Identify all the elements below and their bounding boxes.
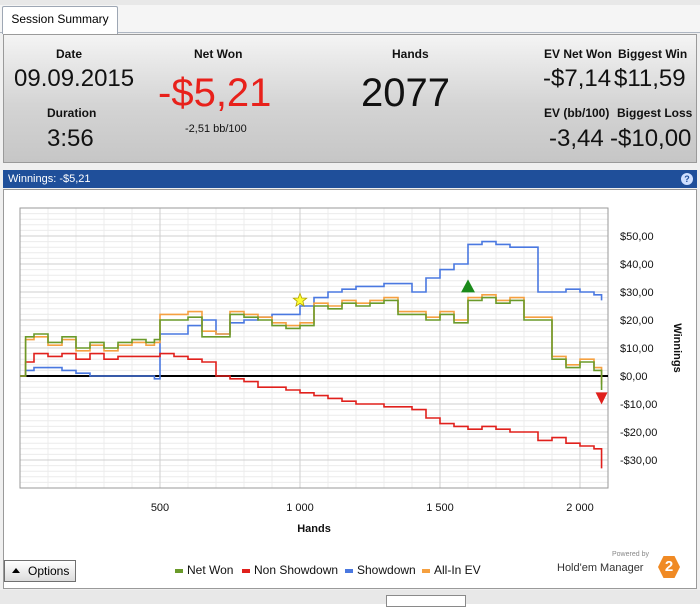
options-button[interactable]: Options bbox=[4, 560, 76, 582]
winnings-header-bar: Winnings: -$5,21 ? bbox=[3, 170, 697, 188]
hands-label: Hands bbox=[392, 47, 429, 61]
winnings-chart: $50,00 $40,00 $30,00 $20,00 $10,00 $0,00 -$10,… bbox=[19, 207, 683, 535]
brand-name: Hold'em Manager bbox=[557, 562, 644, 574]
date-label: Date bbox=[56, 47, 83, 61]
series-line-showdown bbox=[20, 240, 603, 380]
legend-label-non-showdown: Non Showdown bbox=[254, 563, 339, 577]
y-axis-title: Winnings bbox=[671, 323, 683, 372]
series-line-non-showdown bbox=[20, 352, 603, 469]
series-line-all-in-ev bbox=[20, 294, 603, 385]
hm2-logo-icon: 2 bbox=[658, 556, 680, 578]
hands-value: 2077 bbox=[361, 71, 450, 115]
help-icon[interactable]: ? bbox=[681, 173, 693, 185]
y-tick-label: -$20,00 bbox=[620, 427, 657, 439]
date-value: 09.09.2015 bbox=[14, 65, 135, 92]
x-tick-label: 500 bbox=[151, 502, 169, 514]
series-line-net-won bbox=[20, 296, 603, 390]
winnings-label: Winnings: -$5,21 bbox=[8, 173, 91, 185]
summary-panel: Date 09.09.2015 Duration 3:56 Net Won -$… bbox=[3, 34, 697, 163]
ev-bb-value: -3,44 bbox=[549, 125, 604, 152]
biggest-win-label: Biggest Win bbox=[618, 47, 688, 61]
biggest-win-value: $11,59 bbox=[614, 65, 686, 92]
x-tick-label: 2 000 bbox=[566, 502, 594, 514]
legend-swatch-all-in-ev bbox=[422, 568, 430, 573]
biggest-loss-triangle-icon bbox=[595, 392, 608, 405]
biggest-loss-value: -$10,00 bbox=[610, 125, 692, 152]
y-tick-label: $30,00 bbox=[620, 287, 654, 299]
legend-label-net-won: Net Won bbox=[187, 563, 234, 577]
x-tick-label: 1 500 bbox=[426, 502, 454, 514]
y-tick-label: -$30,00 bbox=[620, 455, 657, 467]
caret-up-icon bbox=[12, 568, 20, 573]
duration-value: 3:56 bbox=[47, 125, 94, 152]
legend-net-won: Net Won bbox=[175, 563, 233, 577]
x-tick-label: 1 000 bbox=[286, 502, 314, 514]
powered-by-text: Powered by bbox=[612, 551, 649, 558]
options-button-label: Options bbox=[28, 564, 70, 578]
ev-net-won-value: -$7,14 bbox=[543, 65, 612, 92]
net-won-label: Net Won bbox=[194, 47, 243, 61]
legend-swatch-showdown bbox=[345, 568, 353, 573]
tab-session-summary[interactable]: Session Summary bbox=[2, 6, 118, 34]
legend-swatch-net-won bbox=[175, 568, 183, 573]
legend-label-all-in-ev: All-In EV bbox=[434, 563, 481, 577]
net-won-bb: -2,51 bb/100 bbox=[185, 123, 247, 135]
y-tick-label: -$10,00 bbox=[620, 399, 657, 411]
y-tick-label: $20,00 bbox=[620, 315, 654, 327]
ev-bb-label: EV (bb/100) bbox=[544, 106, 610, 120]
title-bar-remnant bbox=[0, 0, 700, 5]
legend-showdown: Showdown bbox=[345, 563, 416, 577]
bottom-strip bbox=[0, 590, 700, 604]
star-marker-icon bbox=[292, 292, 308, 307]
legend-label-showdown: Showdown bbox=[357, 563, 416, 577]
x-axis-title: Hands bbox=[297, 523, 331, 535]
plot-border bbox=[19, 207, 609, 489]
tab-strip: Session Summary bbox=[0, 5, 700, 34]
y-tick-label: $40,00 bbox=[620, 259, 654, 271]
net-won-value: -$5,21 bbox=[158, 71, 272, 115]
legend-all-in-ev: All-In EV bbox=[422, 563, 481, 577]
y-tick-label: $50,00 bbox=[620, 231, 654, 243]
bottom-input-field[interactable] bbox=[386, 595, 466, 607]
ev-net-won-label: EV Net Won bbox=[544, 47, 612, 61]
duration-label: Duration bbox=[47, 106, 97, 120]
chart-panel: $50,00 $40,00 $30,00 $20,00 $10,00 $0,00 -$10,… bbox=[3, 189, 697, 589]
y-tick-label: $0,00 bbox=[620, 371, 648, 383]
biggest-win-triangle-icon bbox=[461, 279, 475, 293]
legend-non-showdown: Non Showdown bbox=[242, 563, 338, 577]
biggest-loss-label: Biggest Loss bbox=[617, 106, 693, 120]
y-tick-label: $10,00 bbox=[620, 343, 654, 355]
legend-swatch-non-showdown bbox=[242, 568, 250, 573]
